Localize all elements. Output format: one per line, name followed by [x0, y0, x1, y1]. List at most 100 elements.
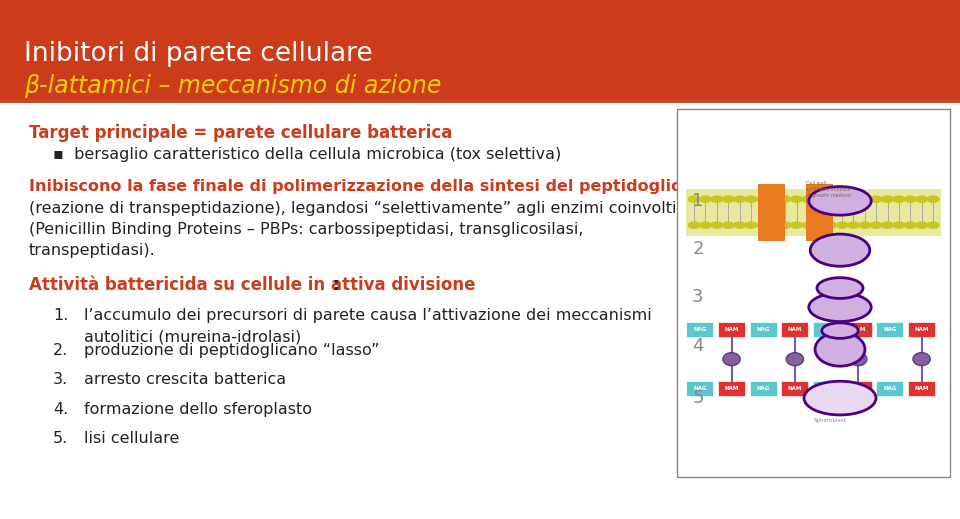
Circle shape [904, 222, 916, 228]
Text: lisi cellulare: lisi cellulare [84, 431, 180, 446]
Text: 3.: 3. [53, 372, 68, 387]
Text: 2: 2 [692, 240, 704, 257]
Circle shape [825, 222, 836, 228]
Text: l’accumulo dei precursori di parete causa l’attivazione dei meccanismi
autolitic: l’accumulo dei precursori di parete caus… [84, 308, 652, 344]
Bar [908, 322, 935, 337]
Circle shape [756, 222, 768, 228]
Text: Cell wall
synthesis inhibitor
in growth medium: Cell wall synthesis inhibitor in growth … [806, 181, 852, 198]
Text: NAG: NAG [820, 327, 833, 332]
Text: NAM: NAM [788, 386, 802, 391]
Circle shape [700, 196, 711, 202]
Bar [806, 184, 833, 241]
Circle shape [893, 196, 904, 202]
Text: NAM: NAM [852, 327, 865, 332]
Ellipse shape [913, 353, 930, 365]
Circle shape [916, 196, 927, 202]
Text: 4: 4 [692, 337, 704, 355]
Circle shape [893, 222, 904, 228]
Text: 1: 1 [692, 192, 704, 210]
Ellipse shape [822, 323, 858, 338]
Circle shape [825, 196, 836, 202]
Text: Inibitori di parete cellulare: Inibitori di parete cellulare [24, 42, 372, 67]
FancyBboxPatch shape [677, 109, 950, 477]
Bar [0, 0, 960, 99]
Text: 5: 5 [692, 389, 704, 407]
Bar [813, 381, 840, 397]
Bar [781, 381, 808, 397]
Ellipse shape [723, 353, 740, 365]
Text: 5.: 5. [53, 431, 68, 446]
Circle shape [904, 196, 916, 202]
Ellipse shape [817, 278, 863, 298]
Text: NAG: NAG [693, 386, 707, 391]
Circle shape [711, 196, 723, 202]
Bar [750, 381, 777, 397]
Circle shape [745, 222, 756, 228]
Circle shape [882, 196, 894, 202]
Text: NAM: NAM [915, 327, 928, 332]
Text: Inibiscono la fase finale di polimerizzazione della sintesi del peptidoglicano: Inibiscono la fase finale di polimerizza… [29, 179, 713, 194]
Circle shape [813, 222, 825, 228]
Text: NAM: NAM [725, 327, 738, 332]
Bar [0, 99, 960, 519]
Bar [686, 381, 713, 397]
Text: NAM: NAM [852, 386, 865, 391]
Bar [686, 189, 941, 236]
Circle shape [813, 196, 825, 202]
Text: 4.: 4. [53, 402, 68, 417]
Circle shape [803, 222, 814, 228]
Circle shape [871, 196, 882, 202]
Bar [845, 322, 872, 337]
Circle shape [848, 222, 859, 228]
Circle shape [733, 196, 745, 202]
Text: Attività battericida su cellule in attiva divisione: Attività battericida su cellule in attiv… [29, 276, 475, 294]
Circle shape [791, 222, 803, 228]
Bar [813, 322, 840, 337]
Bar [686, 322, 713, 337]
Circle shape [916, 222, 927, 228]
Ellipse shape [804, 381, 876, 415]
Circle shape [836, 222, 848, 228]
Circle shape [723, 196, 734, 202]
Text: :: : [332, 276, 339, 294]
Text: produzione di peptidoglicano “lasso”: produzione di peptidoglicano “lasso” [84, 343, 380, 358]
Ellipse shape [808, 293, 872, 322]
Circle shape [848, 196, 859, 202]
Bar [908, 381, 935, 397]
Text: Spheroplast: Spheroplast [814, 418, 847, 423]
Bar [750, 322, 777, 337]
Ellipse shape [808, 187, 872, 215]
Text: 3: 3 [692, 288, 704, 306]
Circle shape [927, 222, 939, 228]
Circle shape [859, 196, 871, 202]
Circle shape [723, 222, 734, 228]
Text: Target principale = parete cellulare batterica: Target principale = parete cellulare bat… [29, 124, 452, 142]
Text: NAG: NAG [883, 327, 897, 332]
Ellipse shape [786, 353, 804, 365]
Circle shape [688, 196, 700, 202]
Text: 1.: 1. [53, 308, 68, 323]
Circle shape [927, 196, 939, 202]
Circle shape [780, 222, 791, 228]
Circle shape [803, 196, 814, 202]
Text: NAG: NAG [883, 386, 897, 391]
Ellipse shape [810, 234, 870, 266]
Bar [718, 322, 745, 337]
Text: NAM: NAM [725, 386, 738, 391]
Circle shape [700, 222, 711, 228]
Bar [845, 381, 872, 397]
Bar [718, 381, 745, 397]
Bar [876, 381, 903, 397]
Text: (reazione di transpeptidazione), legandosi “selettivamente” agli enzimi coinvolt: (reazione di transpeptidazione), legando… [29, 201, 676, 258]
Circle shape [768, 222, 780, 228]
Circle shape [780, 196, 791, 202]
Circle shape [756, 196, 768, 202]
Text: formazione dello sferoplasto: formazione dello sferoplasto [84, 402, 313, 417]
Circle shape [745, 196, 756, 202]
Circle shape [711, 222, 723, 228]
Text: NAG: NAG [820, 386, 833, 391]
Ellipse shape [850, 353, 867, 365]
Text: NAM: NAM [788, 327, 802, 332]
Circle shape [836, 196, 848, 202]
Circle shape [859, 222, 871, 228]
